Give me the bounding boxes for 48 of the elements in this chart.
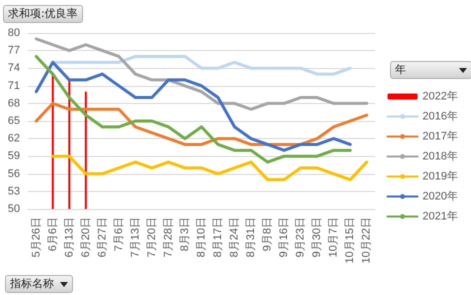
legend-label: 2017年 [422,130,458,142]
y-tick-label: 68 [8,97,20,110]
x-tick-label: 8月17日 [212,217,224,258]
line-series [34,37,368,111]
line-series [51,154,368,182]
x-tick-label: 8月3日 [178,217,191,252]
x-tick-label: 10月7日 [328,217,340,258]
y-tick-label: 53 [8,185,20,198]
y-tick-label: 71 [8,80,20,92]
y-tick-label: 65 [8,115,20,127]
y-tick-label: 74 [8,62,20,74]
y-tick-label: 50 [8,203,20,215]
x-tick-label: 7月28日 [162,217,174,258]
legend-label: 2021年 [422,210,458,222]
x-tick-label: 9月8日 [262,217,274,252]
line-series [51,54,352,76]
legend-title: 年 [395,62,406,78]
y-tick-label: 80 [8,27,20,39]
x-tick-label: 8月10日 [196,217,208,258]
x-tick-label: 7月13日 [129,217,142,258]
line-series [34,54,352,164]
x-tick-label: 10月22日 [360,217,373,264]
x-tick-label: 8月24日 [228,217,241,258]
legend-label: 2018年 [422,150,458,162]
line-series [34,60,352,152]
y-tick-label: 62 [8,132,20,145]
legend-label: 2020年 [422,190,458,202]
legend-label: 2016年 [422,110,458,122]
x-tick-label: 6月6日 [46,217,59,252]
x-tick-label: 10月15日 [344,217,356,264]
x-tick-label: 6月13日 [63,217,76,258]
x-tick-label: 7月6日 [112,217,125,252]
y-tick-label: 56 [8,168,20,180]
x-tick-label: 5月26日 [30,217,42,258]
chart-title: 求和项:优良率 [8,6,78,22]
y-tick-label: 59 [8,150,20,162]
legend-label: 2022年 [422,90,458,102]
y-tick-label: 77 [8,44,20,57]
x-tick-label: 6月20日 [80,217,92,258]
x-tick-label: 8月31日 [245,217,258,258]
legend-label: 2019年 [422,170,458,182]
x-tick-label: 9月30日 [311,217,324,258]
line-series [34,102,368,146]
x-tick-label: 7月20日 [146,217,158,258]
x-tick-label: 6月27日 [96,217,108,258]
x-axis-title: 指标名称 [10,276,54,292]
x-tick-label: 9月23日 [294,217,307,258]
x-tick-label: 9月16日 [278,217,290,258]
